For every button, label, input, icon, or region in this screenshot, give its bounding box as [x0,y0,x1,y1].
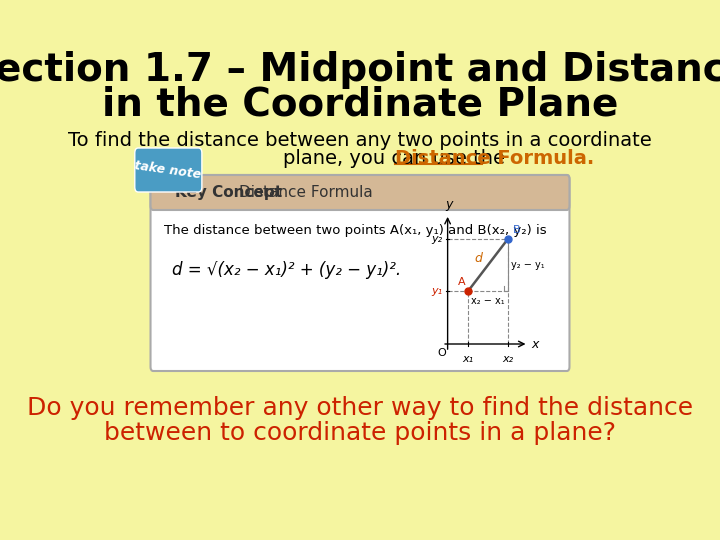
Text: A: A [458,277,466,287]
Text: x₂: x₂ [503,354,513,364]
Text: y₁: y₁ [431,286,442,296]
Text: y: y [445,198,453,211]
Text: O: O [437,348,446,358]
Text: x₁: x₁ [462,354,474,364]
Text: To find the distance between any two points in a coordinate: To find the distance between any two poi… [68,131,652,150]
FancyBboxPatch shape [150,175,570,371]
Text: B: B [513,225,521,235]
FancyBboxPatch shape [150,175,570,210]
Text: Do you remember any other way to find the distance: Do you remember any other way to find th… [27,396,693,420]
Text: Distance Formula.: Distance Formula. [395,150,594,168]
Text: in the Coordinate Plane: in the Coordinate Plane [102,86,618,124]
Text: Key Concept: Key Concept [175,185,282,200]
Text: d = √(x₂ − x₁)² + (y₂ − y₁)².: d = √(x₂ − x₁)² + (y₂ − y₁)². [172,261,402,279]
Text: plane, you can use the: plane, you can use the [284,150,512,168]
Text: x: x [531,338,539,350]
FancyBboxPatch shape [135,148,202,192]
Text: take note: take note [133,159,202,181]
Text: Distance Formula: Distance Formula [239,185,372,200]
Text: y₂: y₂ [431,234,442,244]
Text: x₂ − x₁: x₂ − x₁ [471,296,505,306]
Text: between to coordinate points in a plane?: between to coordinate points in a plane? [104,421,616,445]
Text: The distance between two points A(x₁, y₁) and B(x₂, y₂) is: The distance between two points A(x₁, y₁… [163,224,546,237]
Text: Section 1.7 – Midpoint and Distance: Section 1.7 – Midpoint and Distance [0,51,720,89]
Text: d: d [474,252,482,265]
Text: y₂ − y₁: y₂ − y₁ [511,260,545,270]
